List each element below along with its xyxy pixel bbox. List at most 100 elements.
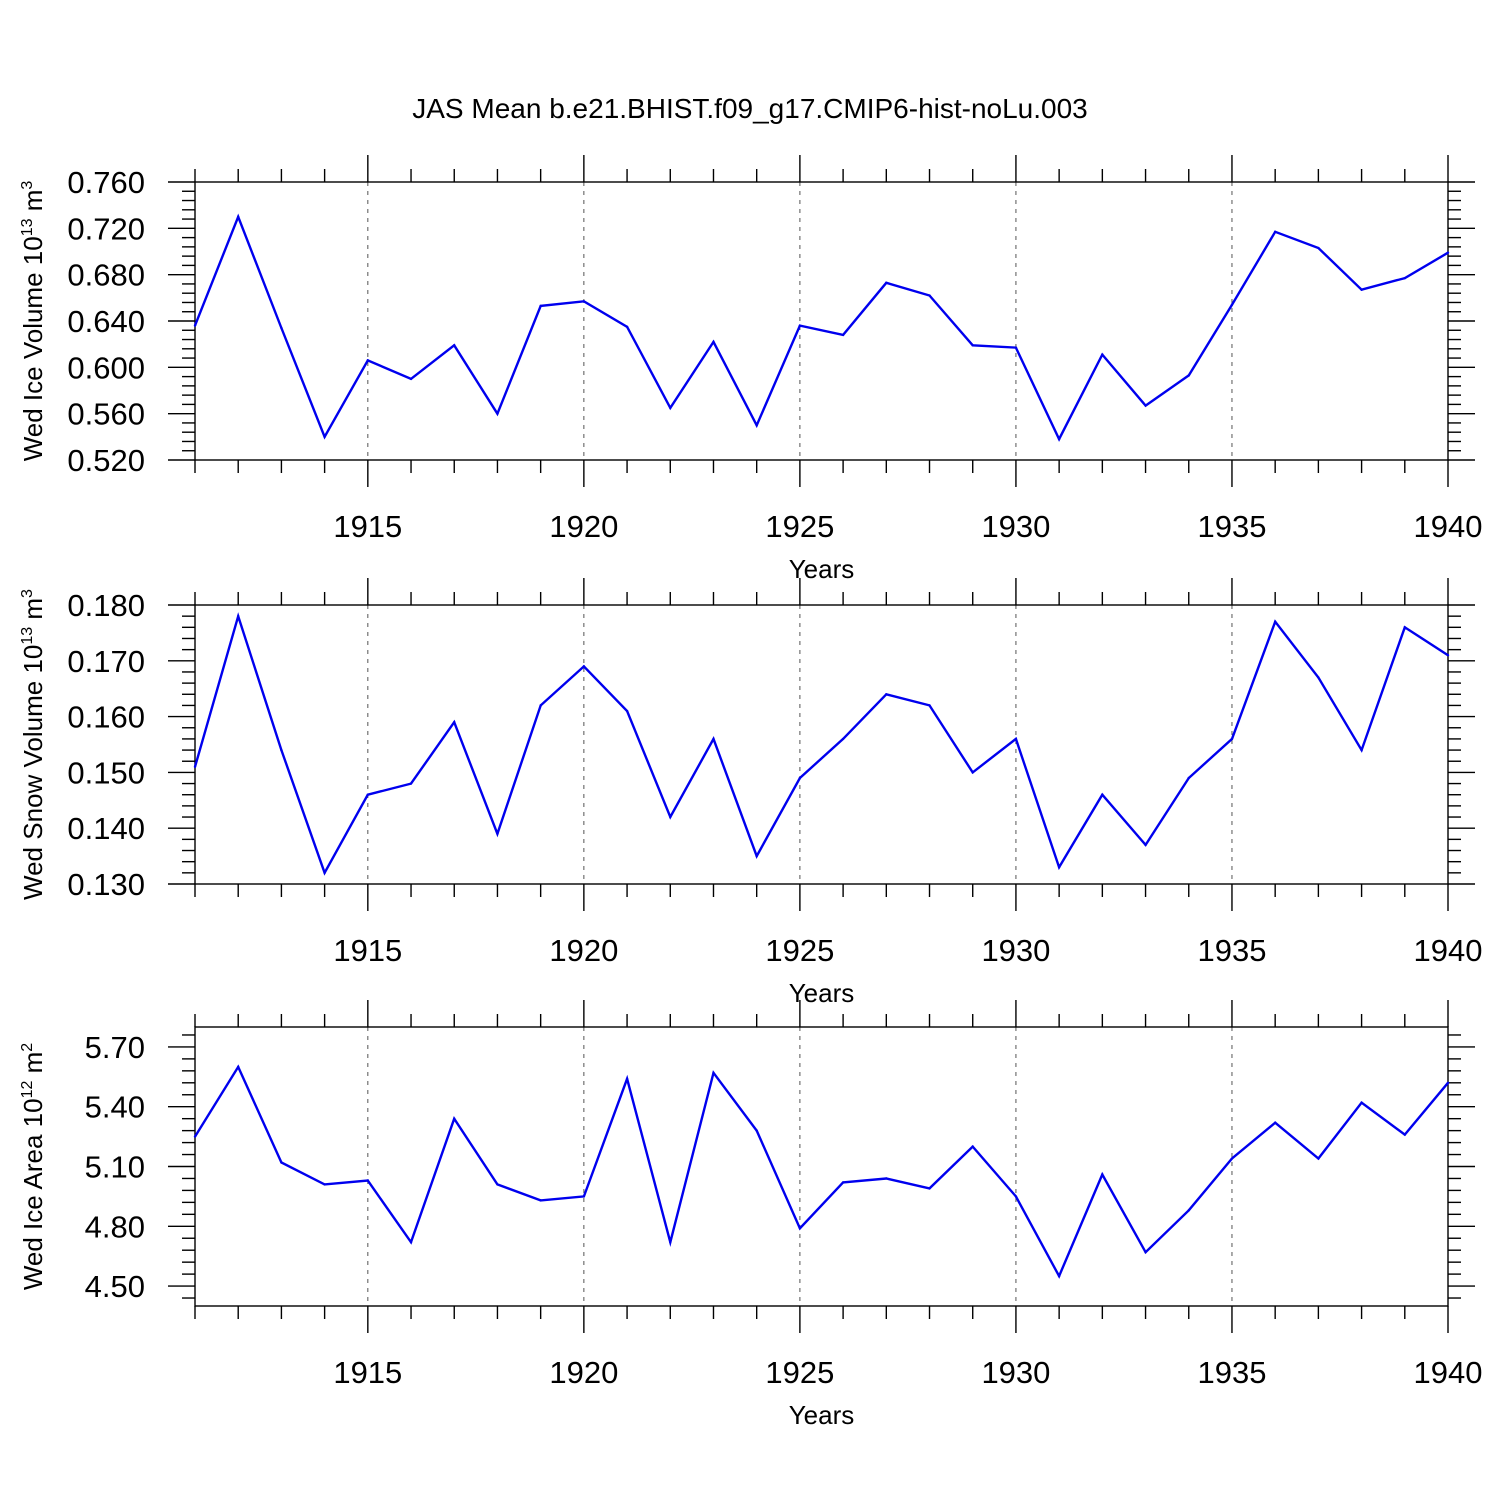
data-point-snow-volume-1940 — [1446, 654, 1450, 657]
y-axis-label-main: Wed Ice Volume 10 — [18, 236, 48, 461]
x-tick-label-1915: 1915 — [333, 509, 402, 544]
data-point-snow-volume-1920 — [582, 665, 586, 668]
data-point-ice-area-1920 — [582, 1195, 586, 1198]
data-point-snow-volume-1935 — [1230, 737, 1234, 741]
data-point-ice-volume-1940 — [1446, 251, 1450, 254]
y-tick-label-3: 5.40 — [85, 1090, 145, 1125]
data-point-ice-volume-1936 — [1273, 230, 1277, 234]
data-point-ice-area-1928 — [928, 1187, 931, 1190]
y-tick-label-2: 0.600 — [67, 350, 145, 385]
data-point-snow-volume-1913 — [280, 748, 283, 752]
y-tick-label-1: 4.80 — [85, 1209, 145, 1244]
data-point-snow-volume-1911 — [193, 765, 197, 769]
y-axis-label: Wed Ice Area 1012 m2 — [18, 1043, 48, 1290]
x-tick-label-1930: 1930 — [981, 509, 1050, 544]
x-tick-label-1920: 1920 — [549, 1355, 618, 1390]
y-axis-label-exponent: 12 — [19, 1081, 36, 1099]
data-point-ice-volume-1930 — [1014, 346, 1018, 349]
data-point-snow-volume-1938 — [1360, 748, 1363, 752]
y-tick-label-2: 0.150 — [67, 755, 145, 790]
data-point-ice-volume-1914 — [323, 435, 326, 439]
data-point-ice-area-1911 — [193, 1135, 197, 1138]
data-point-ice-area-1930 — [1014, 1195, 1018, 1198]
x-tick-label-1935: 1935 — [1197, 1355, 1266, 1390]
data-point-snow-volume-1936 — [1273, 620, 1277, 623]
data-point-snow-volume-1916 — [409, 782, 413, 785]
data-point-ice-area-1934 — [1187, 1209, 1190, 1212]
x-tick-label-1920: 1920 — [549, 933, 618, 968]
y-tick-label-5: 0.720 — [67, 211, 145, 246]
data-point-snow-volume-1921 — [625, 709, 629, 713]
data-point-ice-volume-1918 — [496, 412, 499, 415]
data-point-snow-volume-1929 — [971, 771, 974, 774]
x-axis-label: Years — [789, 1400, 855, 1430]
data-point-ice-area-1914 — [323, 1183, 326, 1186]
series-line-snow-volume — [193, 612, 1449, 876]
x-tick-label-1915: 1915 — [333, 1355, 402, 1390]
data-point-snow-volume-1914 — [323, 871, 326, 875]
data-point-snow-volume-1927 — [885, 693, 888, 696]
data-point-ice-area-1913 — [280, 1161, 283, 1164]
data-point-ice-volume-1921 — [625, 325, 629, 328]
data-point-ice-area-1940 — [1446, 1081, 1450, 1085]
data-point-snow-volume-1923 — [712, 737, 715, 741]
data-point-ice-volume-1925 — [798, 324, 802, 327]
x-tick-label-1940: 1940 — [1414, 509, 1483, 544]
data-point-snow-volume-1937 — [1317, 676, 1320, 679]
y-axis-label-exponent: 13 — [19, 627, 36, 645]
data-point-ice-area-1923 — [712, 1071, 715, 1075]
chart-title: JAS Mean b.e21.BHIST.f09_g17.CMIP6-hist-… — [412, 93, 1088, 124]
data-point-ice-volume-1917 — [453, 344, 456, 347]
x-tick-label-1935: 1935 — [1197, 509, 1266, 544]
y-axis-label: Wed Snow Volume 1013 m3 — [18, 589, 48, 900]
x-tick-label-1930: 1930 — [981, 933, 1050, 968]
data-point-ice-area-1935 — [1230, 1157, 1234, 1160]
data-point-snow-volume-1925 — [798, 776, 802, 780]
data-point-ice-area-1929 — [971, 1145, 974, 1148]
data-point-ice-volume-1931 — [1057, 437, 1061, 441]
data-point-ice-area-1938 — [1360, 1101, 1363, 1104]
data-point-ice-area-1915 — [366, 1179, 370, 1182]
data-point-ice-volume-1922 — [669, 406, 672, 410]
data-point-ice-volume-1915 — [366, 359, 370, 362]
y-axis-label-unit: m — [18, 1052, 48, 1081]
data-point-ice-volume-1912 — [237, 215, 240, 218]
y-tick-label-6: 0.760 — [67, 165, 145, 200]
data-point-snow-volume-1918 — [496, 832, 499, 835]
y-tick-label-0: 0.130 — [67, 867, 145, 902]
y-axis-label-unit: m — [18, 598, 48, 627]
data-point-ice-area-1931 — [1057, 1274, 1061, 1278]
data-point-snow-volume-1926 — [841, 737, 845, 741]
data-point-ice-volume-1923 — [712, 340, 715, 344]
data-point-ice-area-1916 — [409, 1241, 413, 1244]
data-point-snow-volume-1928 — [928, 704, 931, 707]
y-tick-label-4: 0.170 — [67, 644, 145, 679]
data-point-ice-area-1918 — [496, 1183, 499, 1186]
y-tick-label-1: 0.140 — [67, 811, 145, 846]
data-point-snow-volume-1933 — [1144, 843, 1147, 847]
y-axis-label-unit-exponent: 3 — [19, 589, 36, 598]
data-point-ice-area-1932 — [1101, 1173, 1104, 1176]
data-point-ice-area-1919 — [539, 1199, 542, 1202]
data-point-ice-area-1924 — [755, 1129, 758, 1132]
plot-frame — [194, 1026, 1449, 1307]
x-tick-label-1940: 1940 — [1414, 1355, 1483, 1390]
x-tick-label-1940: 1940 — [1414, 933, 1483, 968]
y-tick-label-3: 0.640 — [67, 304, 145, 339]
data-point-snow-volume-1934 — [1187, 776, 1190, 780]
x-axis-label: Years — [789, 978, 855, 1008]
x-tick-label-1925: 1925 — [765, 1355, 834, 1390]
data-point-snow-volume-1931 — [1057, 866, 1061, 869]
data-point-snow-volume-1915 — [366, 793, 370, 796]
y-tick-label-2: 5.10 — [85, 1150, 145, 1185]
y-axis-label-main: Wed Snow Volume 10 — [18, 645, 48, 900]
panel-snow-volume: 1915 1920 1925 1930 1935 1940 Years 0.130 0.140 0… — [18, 578, 1482, 1008]
data-point-snow-volume-1917 — [453, 720, 456, 724]
x-tick-label-1930: 1930 — [981, 1355, 1050, 1390]
data-point-ice-volume-1913 — [280, 326, 283, 330]
data-point-ice-area-1927 — [885, 1177, 888, 1180]
y-axis-label: Wed Ice Volume 1013 m3 — [18, 181, 48, 462]
data-point-ice-volume-1939 — [1403, 276, 1406, 280]
y-axis-label-unit: m — [18, 190, 48, 219]
